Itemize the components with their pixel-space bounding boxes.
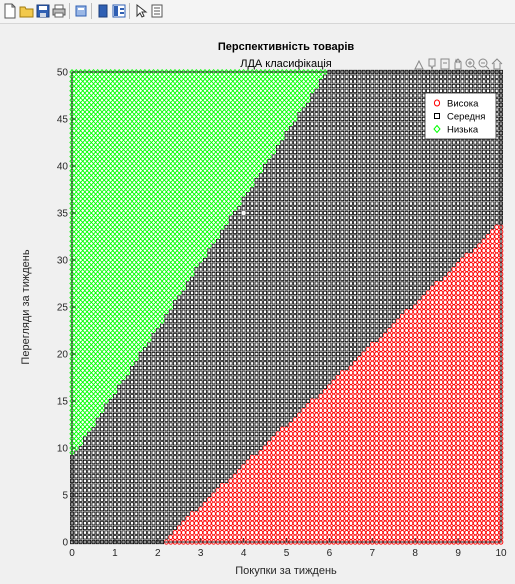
figure-toolbar: [0, 0, 515, 24]
property-inspector-icon[interactable]: [149, 3, 165, 19]
x-tick-label: 4: [241, 548, 247, 559]
pan-icon[interactable]: [452, 57, 464, 71]
new-figure-icon[interactable]: [2, 3, 18, 19]
x-ticks: 0 1 2 3 4 5 6 7 8 9 10: [69, 538, 507, 559]
save-icon[interactable]: [35, 3, 51, 19]
axes-background: [72, 72, 501, 542]
x-tick-label: 8: [412, 548, 418, 559]
y-tick-label: 15: [57, 397, 69, 408]
edit-plot-icon[interactable]: [133, 3, 149, 19]
brush-icon[interactable]: [413, 57, 425, 71]
highlighted-point: [240, 209, 247, 217]
figure-area: 0 1 2 3 4 5 6 7 8 9 10 0 5 10 15 20 25 30 35 40 45 50 Перспе…: [0, 24, 515, 584]
y-axis-label: Перегляди за тиждень: [20, 249, 32, 364]
x-tick-label: 6: [327, 548, 333, 559]
print-icon[interactable]: [51, 3, 67, 19]
x-tick-label: 3: [198, 548, 204, 559]
show-plot-tools-icon[interactable]: [111, 3, 127, 19]
x-tick-label: 9: [455, 548, 461, 559]
legend-marker-diamond: [433, 124, 441, 134]
x-tick-label: 2: [155, 548, 161, 559]
x-axis-label: Покупки за тиждень: [235, 565, 337, 577]
y-tick-label: 10: [57, 444, 69, 455]
chart-title: Перспективність товарів: [218, 41, 355, 53]
y-tick-label: 25: [57, 303, 69, 314]
x-tick-label: 10: [495, 548, 507, 559]
legend[interactable]: Висока Середня Низька: [424, 92, 497, 140]
chart-subtitle: ЛДА класифікація: [240, 58, 332, 70]
x-tick-label: 7: [370, 548, 376, 559]
data-tips-icon[interactable]: [426, 57, 438, 71]
y-tick-label: 35: [57, 209, 69, 220]
home-icon[interactable]: [491, 57, 503, 71]
x-tick-label: 1: [112, 548, 118, 559]
y-ticks: 0 5 10 15 20 25 30 35 40 45 50: [57, 68, 76, 549]
zoom-out-icon[interactable]: [478, 57, 490, 71]
series-medium-markers: [70, 69, 503, 545]
y-tick-label: 50: [57, 68, 69, 79]
open-file-icon[interactable]: [19, 3, 35, 19]
zoom-in-icon[interactable]: [465, 57, 477, 71]
legend-label: Низька: [447, 125, 479, 136]
y-tick-label: 45: [57, 115, 69, 126]
legend-marker-square: [434, 113, 440, 119]
y-tick-label: 30: [57, 256, 69, 267]
y-tick-label: 20: [57, 350, 69, 361]
y-tick-label: 5: [62, 491, 68, 502]
legend-marker-circle: [433, 99, 441, 107]
y-tick-label: 0: [62, 538, 68, 549]
hide-plot-tools-icon[interactable]: [95, 3, 111, 19]
x-tick-label: 5: [284, 548, 290, 559]
x-tick-label: 0: [69, 548, 75, 559]
export-icon[interactable]: [439, 57, 451, 71]
print-preview-icon[interactable]: [73, 3, 89, 19]
data-points: [69, 69, 504, 545]
y-tick-label: 40: [57, 162, 69, 173]
legend-label: Висока: [447, 99, 479, 110]
legend-box: [424, 92, 497, 140]
legend-label: Середня: [447, 112, 485, 123]
